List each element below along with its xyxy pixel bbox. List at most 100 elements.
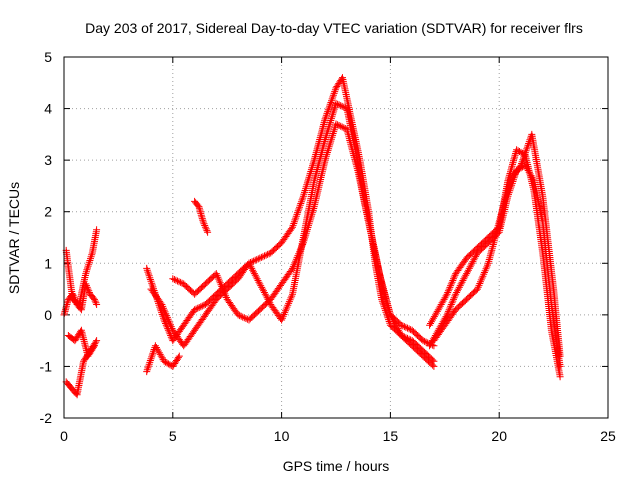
data-point [447,302,455,310]
data-point [400,323,408,331]
data-point [85,351,93,359]
data-point [194,201,202,209]
data-point [281,309,289,317]
data-point [458,278,466,286]
data-point [85,289,93,296]
data-point [199,218,207,226]
data-point [148,351,156,359]
series-arc-b-3 [430,130,564,360]
data-point [145,360,153,368]
data-point [164,315,172,323]
data-point [144,364,152,372]
data-point [290,220,298,227]
data-point [387,313,395,321]
data-point [91,295,98,303]
data-point [257,253,265,261]
data-point [92,299,100,307]
data-point [510,155,518,163]
data-point [466,263,474,271]
data-point [395,326,403,334]
data-point [85,287,93,295]
data-point [429,361,437,369]
data-point [197,303,205,311]
data-point [391,320,399,327]
data-point [295,250,303,258]
series-small-branch [143,342,183,376]
data-point [261,252,268,260]
data-point [85,258,93,266]
data-point [298,242,306,250]
data-point [518,160,526,167]
data-point [328,97,335,105]
data-point [472,252,480,260]
series-arc-a-3 [169,120,438,370]
data-point [201,223,209,231]
data-points [60,74,564,399]
data-point [294,207,302,215]
data-point [198,302,206,310]
y-tick-label: 1 [44,255,52,271]
x-tick-label: 25 [600,428,616,444]
series-early-mid [64,326,98,360]
data-point [160,357,168,365]
data-point [405,325,413,333]
data-point [338,123,346,131]
data-point [331,88,339,96]
data-point [234,311,242,319]
data-point [148,279,156,287]
data-point [214,273,222,281]
y-tick-label: 2 [44,204,52,220]
data-point [297,200,305,207]
data-point [219,286,227,294]
data-point [247,263,255,271]
y-tick-label: -1 [40,358,53,374]
data-point [516,163,524,171]
data-point [556,362,564,370]
data-point [465,264,473,272]
data-point [174,277,181,285]
data-point [175,278,183,286]
data-point [250,268,257,276]
data-point [290,218,298,226]
data-point [283,303,291,311]
data-point [446,304,454,312]
data-point [337,122,345,130]
data-point [522,147,530,155]
data-point [404,324,411,332]
series-early-upper [62,226,101,308]
data-point [450,295,457,303]
data-point [279,312,287,320]
data-point [457,280,465,288]
data-point [484,261,491,269]
data-point [444,307,452,315]
x-tick-label: 0 [60,428,68,444]
data-point [170,276,178,283]
data-point [453,289,461,296]
data-point [91,297,99,305]
y-tick-label: 5 [44,49,52,65]
y-tick-label: -2 [40,410,53,426]
data-point [287,225,295,233]
data-point [454,287,461,295]
data-point [456,282,464,290]
data-point [421,337,429,345]
data-point [217,281,225,289]
data-point [402,323,410,331]
data-point [88,346,96,354]
data-point [256,254,264,262]
data-point [174,355,181,363]
data-point [252,273,260,281]
x-tick-label: 10 [274,428,290,444]
data-point [162,310,170,318]
data-point [520,152,528,160]
data-point [285,299,293,307]
data-point [236,312,244,320]
data-point [449,297,457,305]
data-point [519,156,527,164]
x-axis-label: GPS time / hours [283,458,390,474]
data-point [556,352,564,360]
data-point [212,270,220,278]
data-point [146,274,154,282]
data-point [299,241,307,248]
y-tick-label: 4 [44,101,52,117]
